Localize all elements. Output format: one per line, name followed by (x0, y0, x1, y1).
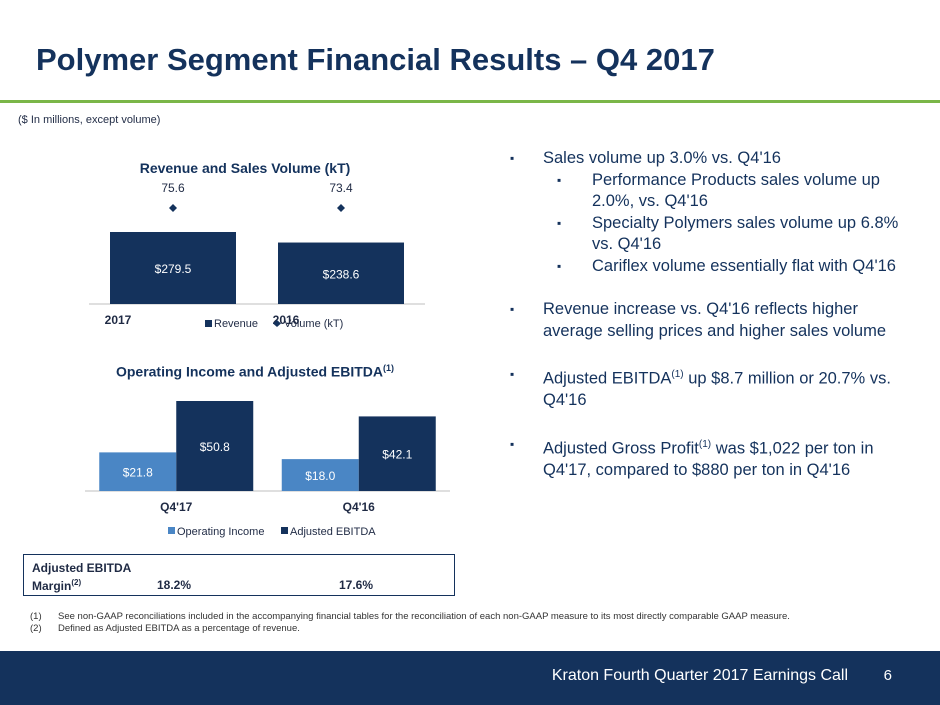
legend-swatch-adjusted-ebitda (281, 527, 288, 534)
bullet-text-pre: Adjusted EBITDA (543, 369, 672, 388)
footer-bar (0, 651, 940, 705)
legend-label-adjusted-ebitda: Adjusted EBITDA (290, 526, 376, 538)
footnote-number: (1) (30, 611, 42, 622)
legend-swatch-volume (273, 320, 281, 327)
operating-income-data-label: $21.8 (123, 466, 153, 480)
adjusted-ebitda-bar (358, 416, 436, 491)
sub-bullet-text: Specialty Polymers sales volume up 6.8% … (592, 213, 899, 254)
footnote-2: (2) Defined as Adjusted EBITDA as a perce… (30, 623, 900, 635)
operating-income-bar (99, 452, 177, 491)
bullet-marker: ▪ (510, 436, 515, 451)
bullet-marker: ▪ (510, 151, 515, 165)
margin-value-2016: 17.6% (339, 578, 374, 592)
operating-income-data-label: $18.0 (305, 469, 335, 483)
sub-bullet-cariflex: ▪ Cariflex volume essentially flat with Q… (510, 256, 920, 278)
footnote-text: Defined as Adjusted EBITDA as a percenta… (58, 623, 300, 634)
page-title: Polymer Segment Financial Results – Q4 2… (36, 42, 715, 77)
bullet-marker: ▪ (557, 258, 562, 273)
legend-swatch-operating-income (168, 527, 175, 534)
footnote-text: See non-GAAP reconciliations included in… (58, 611, 790, 622)
bullet-sup: (1) (671, 369, 684, 380)
bullet-text-pre: Adjusted Gross Profit (543, 439, 699, 457)
adjusted-ebitda-bar (176, 401, 254, 491)
page-number: 6 (883, 667, 892, 684)
units-note: ($ In millions, except volume) (18, 114, 161, 126)
margin-label-line1: Adjusted EBITDA (32, 561, 132, 575)
x-tick-label: 2017 (105, 313, 132, 327)
ebitda-margin-box: Adjusted EBITDA Margin(2) 18.2% 17.6% (23, 554, 455, 596)
bullet-text-post: up $8.7 million or 20.7% vs. Q4'16 (543, 369, 891, 410)
margin-value-2017: 18.2% (157, 578, 192, 592)
footnote-number: (2) (30, 623, 42, 634)
bullet-gross-profit: ▪ Adjusted Gross Profit(1) was $1,022 per… (510, 434, 920, 482)
title-divider (0, 100, 940, 103)
volume-marker (169, 204, 177, 212)
chart2-title: Operating Income and Adjusted EBITDA(1) (55, 363, 455, 380)
volume-data-label: 75.6 (161, 181, 185, 195)
sub-bullet-specialty: ▪ Specialty Polymers sales volume up 6.8%… (510, 213, 920, 256)
bullet-ebitda: ▪ Adjusted EBITDA(1) up $8.7 million or 2… (510, 364, 920, 412)
chart2-title-sup: (1) (383, 363, 395, 373)
bullet-sup: (1) (698, 438, 712, 450)
legend-label-revenue: Revenue (214, 318, 258, 330)
volume-data-label: 73.4 (329, 181, 353, 195)
legend-label-operating-income: Operating Income (177, 526, 264, 538)
revenue-data-label: $279.5 (155, 262, 192, 276)
revenue-bar (110, 232, 236, 304)
bullet-revenue: ▪ Revenue increase vs. Q4'16 reflects hig… (510, 299, 920, 342)
bullet-marker: ▪ (510, 367, 515, 381)
margin-label-text: Margin (32, 579, 72, 593)
bullet-marker: ▪ (557, 172, 562, 187)
footnote-1: (1) See non-GAAP reconciliations included… (30, 611, 900, 623)
footer-title: Kraton Fourth Quarter 2017 Earnings Call (551, 667, 848, 684)
bullet-list: ▪ Sales volume up 3.0% vs. Q4'16 ▪ Perform… (510, 148, 920, 481)
opincome-ebitda-chart: $21.8 $50.8 Q4'17 $18.0 $42.1 Q4'16 Operating … (85, 401, 450, 538)
operating-income-bar (281, 459, 359, 491)
chart2-title-text: Operating Income and Adjusted EBITDA (115, 363, 384, 380)
x-tick-label: Q4'17 (160, 500, 193, 514)
bullet-text: Revenue increase vs. Q4'16 reflects high… (543, 300, 887, 340)
adjusted-ebitda-data-label: $42.1 (382, 448, 412, 462)
footnotes: (1) See non-GAAP reconciliations included… (30, 611, 900, 635)
bullet-volume: ▪ Sales volume up 3.0% vs. Q4'16 (510, 148, 920, 170)
legend-swatch-revenue (205, 320, 212, 327)
bullet-text-post: was $1,022 per ton in Q4'17, compared to… (543, 439, 874, 479)
volume-marker (337, 204, 345, 212)
revenue-data-label: $238.6 (323, 267, 360, 281)
bullet-marker: ▪ (557, 215, 562, 230)
margin-label-sup: (2) (71, 578, 82, 587)
revenue-bar (278, 242, 404, 304)
adjusted-ebitda-data-label: $50.8 (200, 440, 230, 454)
sub-bullet-text: Performance Products sales volume up 2.0… (592, 170, 880, 211)
legend-label-volume: Volume (kT) (284, 318, 343, 330)
chart1-title: Revenue and Sales Volume (kT) (139, 160, 351, 176)
sub-bullet-text: Cariflex volume essentially flat with Q4… (592, 256, 896, 275)
x-tick-label: Q4'16 (343, 500, 376, 514)
bullet-marker: ▪ (510, 302, 515, 316)
margin-label-line2: Margin(2) (32, 578, 81, 593)
bullet-text: Sales volume up 3.0% vs. Q4'16 (543, 149, 781, 167)
sub-bullet-performance: ▪ Performance Products sales volume up 2.… (510, 170, 920, 213)
